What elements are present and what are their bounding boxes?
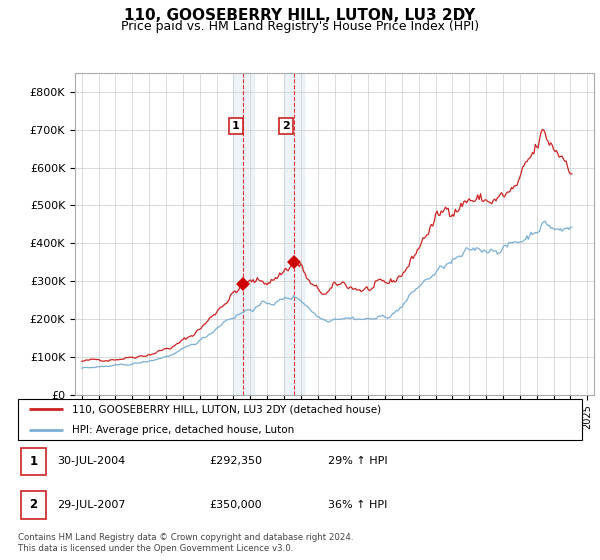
FancyBboxPatch shape — [18, 399, 582, 440]
Text: 36% ↑ HPI: 36% ↑ HPI — [328, 500, 388, 510]
Text: Price paid vs. HM Land Registry's House Price Index (HPI): Price paid vs. HM Land Registry's House … — [121, 20, 479, 33]
Text: 2: 2 — [283, 121, 290, 131]
Text: £292,350: £292,350 — [210, 456, 263, 466]
Text: 1: 1 — [29, 455, 38, 468]
Text: 110, GOOSEBERRY HILL, LUTON, LU3 2DY: 110, GOOSEBERRY HILL, LUTON, LU3 2DY — [124, 8, 476, 24]
Text: 2: 2 — [29, 498, 38, 511]
Text: 29% ↑ HPI: 29% ↑ HPI — [328, 456, 388, 466]
FancyBboxPatch shape — [21, 447, 46, 475]
FancyBboxPatch shape — [21, 491, 46, 519]
Text: Contains HM Land Registry data © Crown copyright and database right 2024.
This d: Contains HM Land Registry data © Crown c… — [18, 533, 353, 553]
Text: 29-JUL-2007: 29-JUL-2007 — [58, 500, 126, 510]
Bar — [284, 73, 304, 395]
Text: 30-JUL-2004: 30-JUL-2004 — [58, 456, 126, 466]
Text: 110, GOOSEBERRY HILL, LUTON, LU3 2DY (detached house): 110, GOOSEBERRY HILL, LUTON, LU3 2DY (de… — [71, 404, 381, 414]
Bar — [233, 73, 254, 395]
Text: £350,000: £350,000 — [210, 500, 262, 510]
Text: 1: 1 — [232, 121, 240, 131]
Text: HPI: Average price, detached house, Luton: HPI: Average price, detached house, Luto… — [71, 424, 294, 435]
